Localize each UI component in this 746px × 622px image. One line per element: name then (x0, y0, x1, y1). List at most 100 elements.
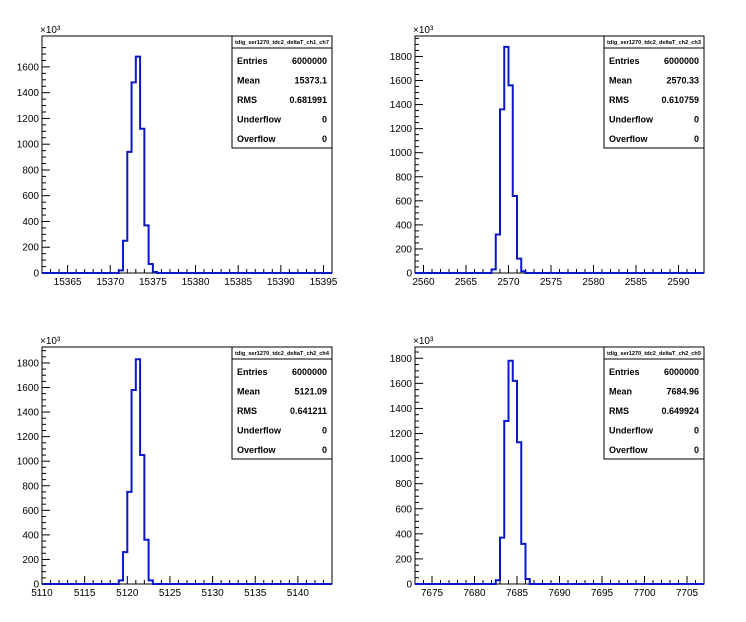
stats-value: 0.641211 (290, 406, 327, 416)
histogram-panel-2: 2560 2565 2570 2575 2580 2585 2590 0 200 400 600 80… (390, 25, 705, 288)
histogram-line (42, 358, 332, 585)
stats-label: Mean (609, 76, 632, 86)
stats-value: 0.681991 (289, 95, 327, 105)
y-tick-label: 1000 (390, 454, 413, 465)
y-tick-label: 1400 (17, 408, 40, 419)
stats-box: tdig_ser1270_tdc2_deltaT_ch2_ch5 Entries 6… (603, 346, 705, 460)
y-tick-label: 600 (22, 506, 39, 517)
y-tick-label: 800 (395, 172, 412, 183)
stats-label: Entries (237, 367, 268, 377)
stats-value: 5121.09 (294, 387, 327, 397)
y-tick-label: 1800 (17, 358, 40, 369)
y-tick-label: 1400 (390, 404, 413, 415)
y-tick-label: 1200 (390, 124, 413, 135)
stats-value: 0.649924 (661, 406, 699, 416)
histogram-line (415, 359, 704, 585)
stats-label: RMS (609, 95, 629, 105)
stats-label: Overflow (237, 134, 277, 144)
y-tick-label: 0 (33, 269, 39, 280)
stats-value: 6000000 (292, 367, 327, 377)
y-multiplier-label: ×10³ (40, 336, 61, 347)
stats-value: 6000000 (292, 56, 327, 66)
x-tick-label: 5130 (201, 588, 224, 599)
stats-box: tdig_ser1270_tdc2_deltaT_ch2_ch3 Entries 6… (603, 35, 705, 149)
y-tick-label: 200 (22, 243, 39, 254)
stats-value: 0 (322, 426, 327, 436)
stats-label: Entries (609, 56, 640, 66)
y-tick-label: 1800 (390, 52, 413, 63)
stats-label: RMS (237, 95, 257, 105)
stats-box-frame (603, 35, 705, 149)
stats-value: 2570.33 (666, 76, 699, 86)
stats-value: 7684.96 (666, 387, 699, 397)
stats-label: Mean (237, 387, 260, 397)
stats-box-title: tdig_ser1270_tdc2_deltaT_ch1_ch7 (235, 40, 329, 46)
x-tick-label: 7685 (506, 588, 529, 599)
stats-label: Underflow (237, 426, 282, 436)
stats-label: Mean (609, 387, 632, 397)
y-tick-label: 200 (395, 244, 412, 255)
x-tick-label: 2590 (667, 277, 690, 288)
stats-label: Overflow (609, 134, 649, 144)
y-tick-label: 1600 (17, 62, 40, 73)
x-tick-label: 15380 (182, 277, 210, 288)
x-tick-label: 2570 (497, 277, 520, 288)
stats-value: 0 (694, 426, 699, 436)
stats-label: Underflow (237, 115, 282, 125)
x-tick-label: 7675 (421, 588, 444, 599)
y-tick-label: 800 (395, 479, 412, 490)
stats-label: Underflow (609, 426, 654, 436)
y-tick-label: 0 (406, 580, 412, 591)
y-tick-label: 1600 (390, 379, 413, 390)
x-tick-label: 5135 (244, 588, 267, 599)
stats-value: 0 (322, 115, 327, 125)
stats-label: Overflow (609, 445, 649, 455)
stats-value: 0 (694, 134, 699, 144)
x-tick-label: 15395 (310, 277, 338, 288)
y-multiplier-label: ×10³ (40, 25, 61, 36)
y-tick-label: 0 (33, 580, 39, 591)
y-tick-label: 400 (22, 217, 39, 228)
x-tick-label: 5140 (287, 588, 310, 599)
stats-value: 15373.1 (294, 76, 327, 86)
stats-box: tdig_ser1270_tdc2_deltaT_ch2_ch4 Entries 6… (231, 346, 333, 460)
x-tick-label: 5120 (116, 588, 139, 599)
y-tick-label: 1600 (390, 76, 413, 87)
y-tick-label: 400 (395, 220, 412, 231)
histogram-panel-4: 7675 7680 7685 7690 7695 7700 7705 0 200 400 600 80… (390, 336, 705, 599)
stats-label: Underflow (609, 115, 654, 125)
y-tick-label: 1200 (17, 114, 40, 125)
y-multiplier-label: ×10³ (413, 336, 434, 347)
x-tick-label: 5125 (159, 588, 182, 599)
x-tick-label: 2565 (455, 277, 478, 288)
y-multiplier-label: ×10³ (413, 25, 434, 36)
stats-label: Overflow (237, 445, 277, 455)
x-tick-label: 2585 (625, 277, 648, 288)
x-tick-label: 15385 (224, 277, 252, 288)
y-tick-label: 1200 (17, 432, 40, 443)
y-tick-label: 600 (395, 196, 412, 207)
x-tick-label: 2575 (540, 277, 563, 288)
stats-label: Entries (237, 56, 268, 66)
stats-box-title: tdig_ser1270_tdc2_deltaT_ch2_ch4 (235, 351, 330, 357)
y-tick-label: 1800 (390, 354, 413, 365)
x-tick-label: 15365 (54, 277, 82, 288)
stats-box-frame (603, 346, 705, 460)
stats-box-frame (231, 35, 333, 149)
y-tick-label: 1400 (17, 88, 40, 99)
stats-value: 0 (322, 134, 327, 144)
x-tick-label: 15390 (267, 277, 295, 288)
y-tick-label: 400 (395, 529, 412, 540)
x-tick-label: 5115 (74, 588, 96, 599)
x-tick-label: 7705 (676, 588, 699, 599)
y-tick-label: 600 (22, 191, 39, 202)
y-tick-label: 600 (395, 504, 412, 515)
histogram-line (415, 45, 704, 274)
y-tick-label: 800 (22, 481, 39, 492)
x-tick-label: 2560 (412, 277, 435, 288)
x-tick-label: 7680 (463, 588, 486, 599)
stats-box-frame (231, 346, 333, 460)
histogram-panel-3: 5110 5115 5120 5125 5130 5135 5140 0 200 400 600 80… (17, 336, 333, 599)
stats-box-title: tdig_ser1270_tdc2_deltaT_ch2_ch5 (607, 351, 701, 357)
